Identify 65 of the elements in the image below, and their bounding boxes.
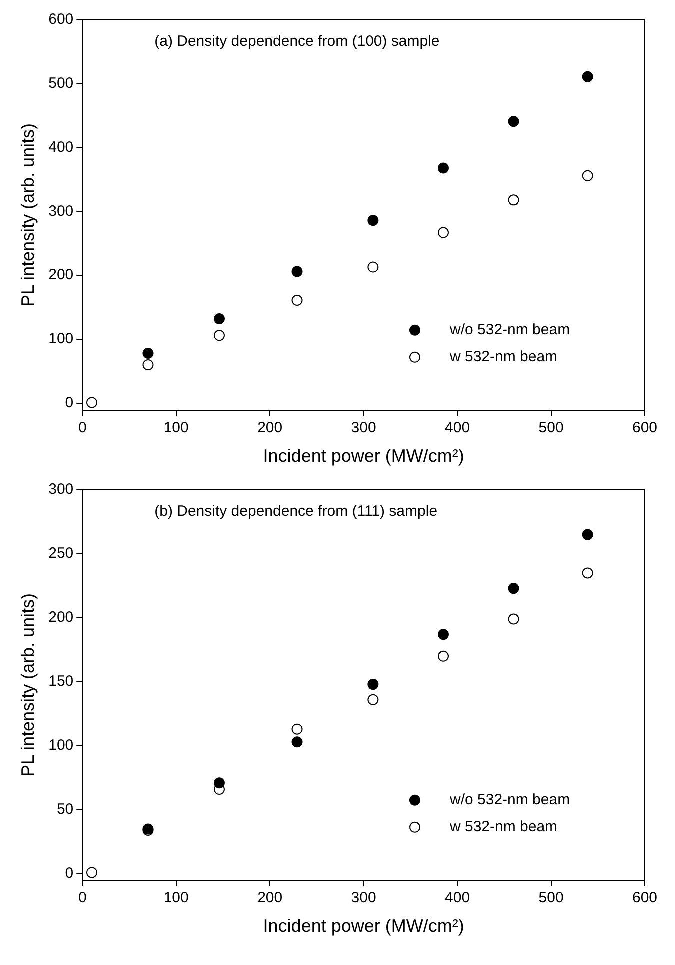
x-tick-label: 200 (258, 890, 283, 907)
x-tick-label: 0 (78, 890, 87, 907)
annotation: (b) Density dependence from (111) sample (154, 503, 438, 520)
point (582, 170, 594, 182)
point (86, 397, 98, 408)
point (142, 360, 154, 371)
point (368, 262, 379, 273)
y-tick-label: 200 (48, 609, 74, 626)
y-tick-label: 150 (48, 673, 74, 690)
x-tick-label: 300 (351, 420, 376, 437)
x-axis-title: Incident power (MW/cm²) (263, 916, 464, 936)
x-tick-label: 200 (258, 420, 283, 437)
x-tick-label: 600 (632, 890, 658, 907)
point (292, 736, 303, 748)
point (582, 568, 594, 579)
y-tick-label: 300 (48, 202, 74, 220)
x-tick-label: 400 (445, 890, 470, 907)
y-tick-label: 100 (48, 737, 74, 754)
x-tick-label: 300 (351, 890, 376, 907)
point (292, 295, 303, 306)
y-tick-label: 300 (48, 481, 74, 498)
y-tick-label: 500 (48, 75, 74, 92)
point (142, 348, 154, 360)
point (438, 629, 449, 640)
x-tick-label: 500 (538, 890, 564, 907)
point (582, 71, 594, 82)
x-tick-label: 600 (632, 420, 658, 437)
legend-label: w/o 532-nm beam (449, 792, 570, 809)
point (508, 116, 520, 128)
x-tick-label: 500 (538, 420, 564, 437)
x-axis-title: Incident power (MW/cm²) (263, 446, 464, 466)
point (438, 650, 449, 662)
point (86, 867, 98, 878)
y-tick-label: 100 (48, 330, 74, 348)
point (214, 314, 225, 325)
point (292, 724, 303, 735)
annotation: (a) Density dependence from (100) sample (154, 33, 440, 50)
y-axis-title: PL intensity (arb. units) (18, 593, 38, 777)
x-tick-label: 100 (164, 890, 189, 907)
y-tick-label: 250 (48, 545, 74, 562)
y-tick-label: 200 (48, 266, 74, 284)
y-axis-title: PL intensity (arb. units) (18, 123, 38, 307)
point (508, 614, 520, 625)
point (368, 215, 379, 226)
point (438, 227, 449, 238)
point (508, 583, 520, 594)
point (292, 266, 303, 278)
point (214, 330, 225, 342)
point (368, 679, 379, 690)
point (214, 778, 225, 789)
x-tick-label: 400 (445, 420, 470, 437)
y-tick-label: 50 (56, 801, 74, 818)
legend-label: w/o 532-nm beam (449, 322, 570, 339)
y-tick-label: 400 (48, 138, 74, 156)
point (582, 529, 594, 540)
point (438, 162, 449, 174)
x-tick-label: 100 (164, 420, 189, 437)
y-tick-label: 600 (48, 11, 74, 28)
x-tick-label: 0 (78, 420, 87, 437)
legend-label: w 532-nm beam (449, 818, 558, 836)
legend-label: w 532-nm beam (449, 348, 558, 366)
point (368, 694, 379, 706)
y-tick-label: 0 (65, 865, 74, 882)
point (508, 194, 520, 206)
y-tick-label: 0 (65, 394, 74, 412)
